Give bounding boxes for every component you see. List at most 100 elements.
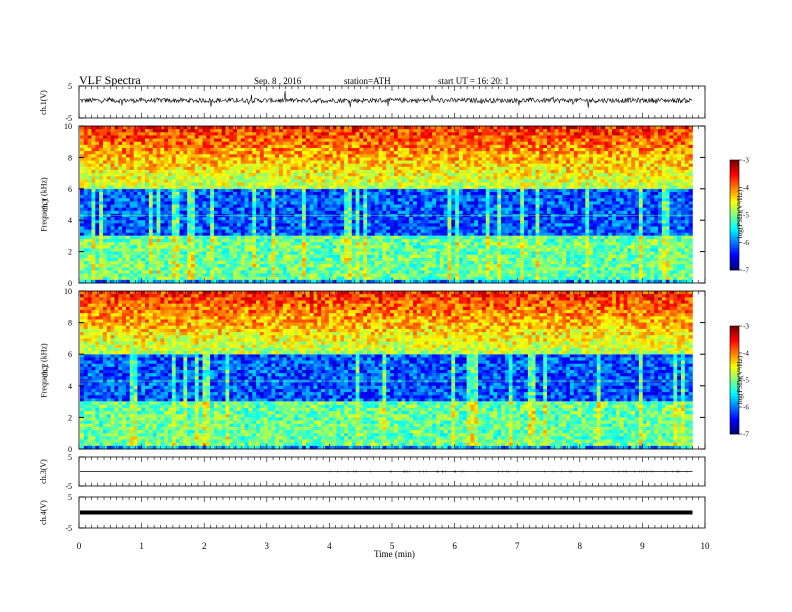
spectrogram-cell xyxy=(110,195,115,199)
spectrogram-cell xyxy=(122,204,127,208)
spectrogram-cell xyxy=(87,176,92,180)
spectrogram-cell xyxy=(424,182,429,186)
spectrogram-cell xyxy=(194,163,199,168)
spectrogram-cell xyxy=(416,198,421,202)
spectrogram-cell xyxy=(164,264,169,268)
spectrogram-cell xyxy=(148,204,154,208)
spectrogram-cell xyxy=(344,182,349,186)
spectrogram-cell xyxy=(405,188,410,193)
spectrogram-cell xyxy=(374,242,379,246)
spectrogram-cell xyxy=(244,276,249,281)
spectrogram-cell xyxy=(168,279,173,284)
spectrogram-cell xyxy=(351,210,356,215)
spectrogram-cell xyxy=(129,267,134,271)
spectrogram-cell xyxy=(145,242,150,246)
spectrogram-cell xyxy=(259,195,265,199)
spectrogram-cell xyxy=(106,144,111,149)
spectrogram-cell xyxy=(432,201,437,205)
spectrogram-cell xyxy=(340,210,345,215)
spectrogram-cell xyxy=(302,179,307,183)
spectrogram-cell xyxy=(302,129,307,133)
spectrogram-cell xyxy=(114,220,119,224)
spectrogram-cell xyxy=(275,279,280,284)
spectrogram-cell xyxy=(317,129,322,133)
spectrogram-cell xyxy=(428,251,433,256)
spectrogram-cell xyxy=(439,229,444,234)
spectrogram-cell xyxy=(106,267,111,271)
spectrogram-cell xyxy=(386,245,391,249)
spectrogram-cell xyxy=(217,129,222,133)
spectrogram-cell xyxy=(137,179,142,183)
spectrogram-cell xyxy=(347,254,353,259)
spectrogram-cell xyxy=(137,176,142,180)
spectrogram-cell xyxy=(171,226,176,230)
spectrogram-cell xyxy=(225,129,230,133)
spectrogram-cell xyxy=(424,235,429,240)
spectrogram-cell xyxy=(141,198,146,202)
spectrogram-cell xyxy=(202,254,207,259)
spectrogram-cell xyxy=(179,257,184,262)
spectrogram-cell xyxy=(332,195,337,199)
spectrogram-cell xyxy=(206,223,211,227)
spectrogram-cell xyxy=(294,245,299,249)
spectrogram-cell xyxy=(106,220,111,224)
spectrogram-cell xyxy=(359,251,364,256)
spectrogram-cell xyxy=(351,160,356,164)
spectrogram-cell xyxy=(80,147,85,152)
spectrogram-cell xyxy=(83,154,88,158)
spectrogram-cell xyxy=(275,248,280,252)
spectrogram-cell xyxy=(91,154,96,158)
spectrogram-cell xyxy=(443,229,448,234)
spectrogram-cell xyxy=(359,235,364,240)
spectrogram-cell xyxy=(286,210,291,215)
spectrogram-cell xyxy=(432,207,437,212)
spectrogram-cell xyxy=(187,276,192,281)
spectrogram-cell xyxy=(267,210,272,215)
spectrogram-cell xyxy=(129,157,134,161)
spectrogram-cell xyxy=(374,182,379,186)
spectrogram-cell xyxy=(271,179,276,183)
spectrogram-cell xyxy=(194,201,199,205)
spectrogram-cell xyxy=(87,276,92,281)
spectrogram-cell xyxy=(252,239,257,243)
spectrogram-cell xyxy=(91,235,96,240)
spectrogram-cell xyxy=(240,185,245,190)
spectrogram-cell xyxy=(355,126,360,130)
spectrogram-cell xyxy=(397,276,402,281)
spectrogram-cell xyxy=(397,198,402,202)
spectrogram-cell xyxy=(145,245,150,249)
spectrogram-cell xyxy=(183,267,188,271)
spectrogram-cell xyxy=(298,204,303,208)
spectrogram-cell xyxy=(240,239,245,243)
spectrogram-cell xyxy=(80,141,85,146)
spectrogram-cell xyxy=(91,207,96,212)
spectrogram-cell xyxy=(401,126,406,130)
spectrogram-cell xyxy=(294,141,299,146)
spectrogram-cell xyxy=(244,226,249,230)
spectrogram-cell xyxy=(282,169,288,174)
spectrogram-cell xyxy=(110,248,115,252)
spectrogram-cell xyxy=(298,166,303,171)
spectrogram-cell xyxy=(370,229,376,234)
spectrogram-cell xyxy=(328,154,333,158)
spectrogram-cell xyxy=(367,163,372,168)
spectrogram-cell xyxy=(244,154,249,158)
spectrogram-cell xyxy=(102,232,108,237)
spectrogram-cell xyxy=(340,176,345,180)
spectrogram-cell xyxy=(290,144,295,149)
spectrogram-cell xyxy=(420,141,425,146)
spectrogram-cell xyxy=(317,173,322,177)
spectrogram-cell xyxy=(256,185,261,190)
spectrogram-cell xyxy=(213,264,219,268)
spectrogram-cell xyxy=(321,223,326,227)
spectrogram-cell xyxy=(267,147,272,152)
spectrogram-cell xyxy=(393,264,399,268)
spectrogram-cell xyxy=(347,270,353,274)
spectrogram-cell xyxy=(324,217,330,221)
spectrogram-cell xyxy=(282,279,288,284)
spectrogram-cell xyxy=(256,276,261,281)
spectrogram-cell xyxy=(213,204,219,208)
spectrogram-cell xyxy=(210,223,215,227)
spectrogram-cell xyxy=(401,217,406,221)
spectrogram-cell xyxy=(133,166,138,171)
